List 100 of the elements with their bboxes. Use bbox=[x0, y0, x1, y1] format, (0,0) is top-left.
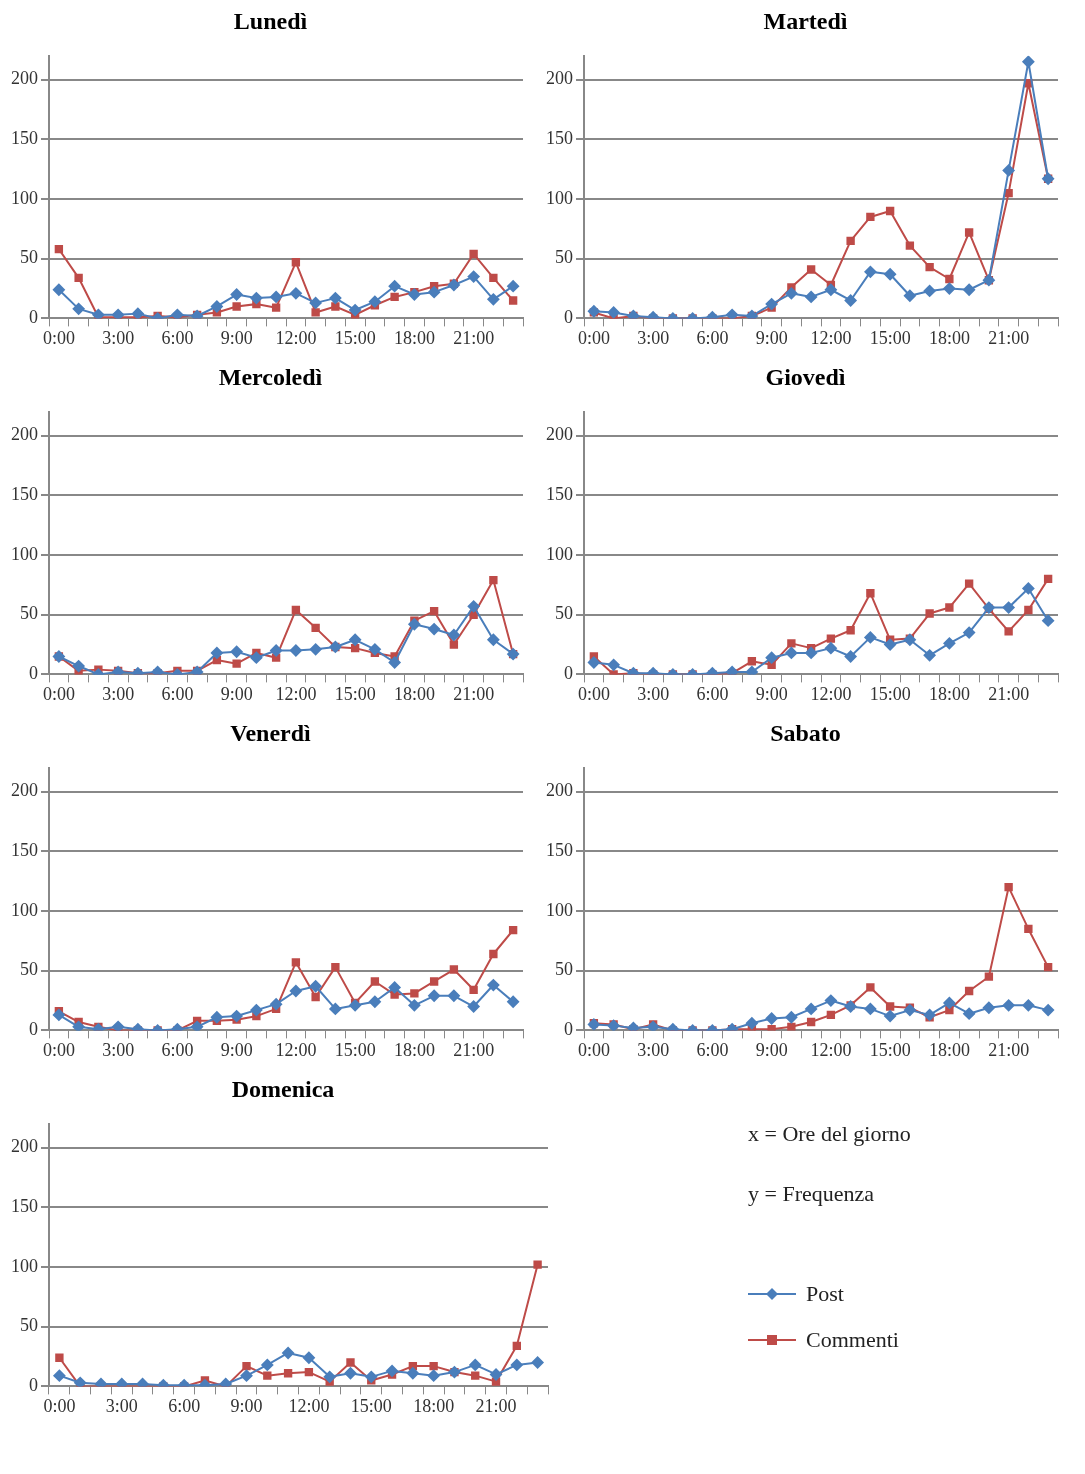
y-tick-label: 200 bbox=[546, 424, 573, 445]
y-tick-label: 0 bbox=[29, 663, 38, 684]
x-tick-label: 15:00 bbox=[350, 1395, 392, 1416]
x-tick-label: 12:00 bbox=[275, 683, 317, 704]
x-tick-label: 0:00 bbox=[577, 1039, 610, 1060]
x-tick-label: 12:00 bbox=[275, 1039, 317, 1060]
x-tick-label: 6:00 bbox=[161, 683, 194, 704]
x-tick-label: 21:00 bbox=[988, 683, 1030, 704]
x-tick-label: 3:00 bbox=[637, 1039, 670, 1060]
x-tick-label: 6:00 bbox=[696, 683, 729, 704]
x-tick-label: 0:00 bbox=[42, 683, 75, 704]
x-tick-label: 9:00 bbox=[755, 683, 788, 704]
y-tick-label: 200 bbox=[11, 1136, 38, 1157]
x-tick-label: 3:00 bbox=[637, 683, 670, 704]
chart-title: Mercoledì bbox=[217, 364, 324, 392]
x-tick-label: 18:00 bbox=[928, 1039, 970, 1060]
y-tick-label: 200 bbox=[546, 68, 573, 89]
chart-title: Sabato bbox=[769, 720, 842, 748]
chart-title: Domenica bbox=[230, 1076, 336, 1104]
x-tick-label: 21:00 bbox=[453, 683, 495, 704]
x-tick-label: 15:00 bbox=[334, 327, 376, 348]
y-tick-label: 50 bbox=[20, 247, 38, 268]
y-tick-label: 150 bbox=[11, 840, 38, 861]
x-tick-label: 15:00 bbox=[869, 683, 911, 704]
chart-title: Lunedì bbox=[232, 8, 309, 36]
x-tick-label: 9:00 bbox=[220, 327, 253, 348]
y-tick-label: 50 bbox=[555, 247, 573, 268]
x-tick-label: 18:00 bbox=[393, 683, 435, 704]
y-tick-label: 200 bbox=[11, 424, 38, 445]
x-tick-label: 3:00 bbox=[102, 683, 135, 704]
x-tick-label: 18:00 bbox=[393, 327, 435, 348]
x-tick-label: 12:00 bbox=[275, 327, 317, 348]
legend-label: Post bbox=[806, 1281, 844, 1307]
x-tick-label: 6:00 bbox=[161, 327, 194, 348]
y-tick-label: 100 bbox=[11, 899, 38, 920]
legend-label: Commenti bbox=[806, 1327, 899, 1353]
y-tick-label: 50 bbox=[555, 603, 573, 624]
x-tick-label: 9:00 bbox=[755, 327, 788, 348]
x-tick-label: 21:00 bbox=[453, 327, 495, 348]
x-tick-label: 3:00 bbox=[102, 327, 135, 348]
x-tick-label: 3:00 bbox=[105, 1395, 138, 1416]
x-tick-label: 9:00 bbox=[230, 1395, 263, 1416]
chart-title: Martedì bbox=[762, 8, 849, 36]
x-tick-label: 15:00 bbox=[334, 683, 376, 704]
y-tick-label: 150 bbox=[11, 128, 38, 149]
chart-title: Giovedì bbox=[764, 364, 847, 392]
x-tick-label: 0:00 bbox=[42, 327, 75, 348]
y-tick-label: 50 bbox=[20, 603, 38, 624]
x-tick-label: 3:00 bbox=[102, 1039, 135, 1060]
y-tick-label: 100 bbox=[11, 1255, 38, 1276]
x-tick-label: 0:00 bbox=[577, 683, 610, 704]
x-tick-label: 12:00 bbox=[810, 683, 852, 704]
y-tick-label: 0 bbox=[29, 1375, 38, 1396]
x-tick-label: 12:00 bbox=[288, 1395, 330, 1416]
x-tick-label: 12:00 bbox=[810, 1039, 852, 1060]
x-tick-label: 21:00 bbox=[988, 1039, 1030, 1060]
text: y = Frequenza bbox=[748, 1181, 876, 1208]
y-tick-label: 100 bbox=[546, 543, 573, 564]
y-tick-label: 150 bbox=[546, 128, 573, 149]
x-tick-label: 9:00 bbox=[220, 1039, 253, 1060]
y-tick-label: 50 bbox=[20, 1315, 38, 1336]
x-tick-label: 6:00 bbox=[161, 1039, 194, 1060]
x-tick-label: 15:00 bbox=[334, 1039, 376, 1060]
y-tick-label: 150 bbox=[546, 840, 573, 861]
x-tick-label: 0:00 bbox=[577, 327, 610, 348]
y-tick-label: 150 bbox=[11, 1196, 38, 1217]
chart-title: Venerdì bbox=[229, 720, 312, 748]
x-tick-label: 18:00 bbox=[413, 1395, 455, 1416]
x-tick-label: 3:00 bbox=[637, 327, 670, 348]
y-tick-label: 100 bbox=[11, 543, 38, 564]
x-tick-label: 12:00 bbox=[810, 327, 852, 348]
x-tick-label: 6:00 bbox=[168, 1395, 201, 1416]
x-tick-label: 6:00 bbox=[696, 1039, 729, 1060]
y-tick-label: 50 bbox=[555, 959, 573, 980]
y-tick-label: 100 bbox=[546, 899, 573, 920]
y-tick-label: 0 bbox=[29, 307, 38, 328]
x-tick-label: 15:00 bbox=[869, 327, 911, 348]
y-tick-label: 200 bbox=[11, 68, 38, 89]
x-tick-label: 18:00 bbox=[928, 683, 970, 704]
y-tick-label: 200 bbox=[546, 780, 573, 801]
y-tick-label: 100 bbox=[11, 187, 38, 208]
y-tick-label: 0 bbox=[564, 1019, 573, 1040]
y-tick-label: 0 bbox=[564, 663, 573, 684]
x-tick-label: 6:00 bbox=[696, 327, 729, 348]
x-tick-label: 0:00 bbox=[42, 1039, 75, 1060]
x-tick-label: 21:00 bbox=[453, 1039, 495, 1060]
x-tick-label: 15:00 bbox=[869, 1039, 911, 1060]
y-tick-label: 150 bbox=[11, 484, 38, 505]
y-tick-label: 150 bbox=[546, 484, 573, 505]
x-tick-label: 21:00 bbox=[475, 1395, 517, 1416]
x-tick-label: 9:00 bbox=[755, 1039, 788, 1060]
x-tick-label: 0:00 bbox=[43, 1395, 76, 1416]
y-tick-label: 50 bbox=[20, 959, 38, 980]
x-tick-label: 18:00 bbox=[928, 327, 970, 348]
x-tick-label: 18:00 bbox=[393, 1039, 435, 1060]
y-tick-label: 0 bbox=[29, 1019, 38, 1040]
y-tick-label: 0 bbox=[564, 307, 573, 328]
x-tick-label: 21:00 bbox=[988, 327, 1030, 348]
y-tick-label: 100 bbox=[546, 187, 573, 208]
y-tick-label: 200 bbox=[11, 780, 38, 801]
